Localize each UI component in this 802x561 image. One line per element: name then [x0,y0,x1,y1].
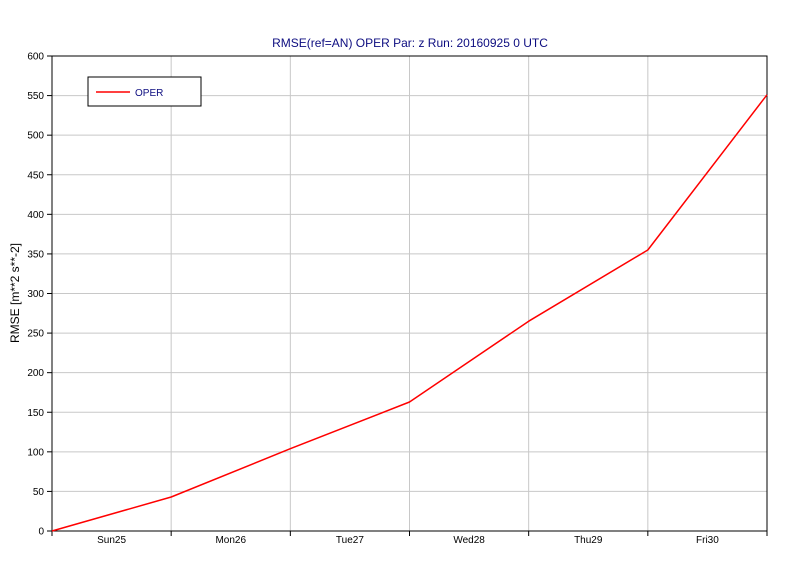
x-tick-label: Sun25 [97,535,126,546]
y-tick-label: 600 [27,52,44,63]
y-tick-label: 200 [27,368,44,379]
y-axis-title: RMSE [m**2 s**-2] [8,243,22,343]
x-axis: Sun25 Mon26 Tue27 Wed28 Thu29 Fri30 [51,531,768,546]
x-tick-label: Mon26 [215,535,246,546]
grid-lines [52,55,767,532]
y-tick-label: 50 [33,487,45,498]
x-tick-label: Thu29 [574,535,603,546]
y-tick-label: 450 [27,170,44,181]
y-tick-label: 150 [27,408,44,419]
chart-title: RMSE(ref=AN) OPER Par: z Run: 20160925 0… [272,36,548,50]
y-tick-label: 300 [27,289,44,300]
legend-label: OPER [135,88,163,99]
x-tick-label: Wed28 [453,535,485,546]
x-tick-label: Tue27 [336,535,364,546]
y-tick-label: 500 [27,131,44,142]
y-tick-label: 550 [27,91,44,102]
y-tick-label: 0 [38,527,44,538]
y-tick-label: 100 [27,447,44,458]
y-axis: 0 50 100 150 200 250 300 350 400 450 500 550 600 [27,52,52,538]
series-line-oper [51,94,768,532]
legend: OPER [87,76,202,107]
y-tick-label: 400 [27,210,44,221]
series-layer [51,94,768,532]
x-tick-label: Fri30 [696,535,719,546]
y-tick-label: 350 [27,249,44,260]
y-tick-label: 250 [27,329,44,340]
